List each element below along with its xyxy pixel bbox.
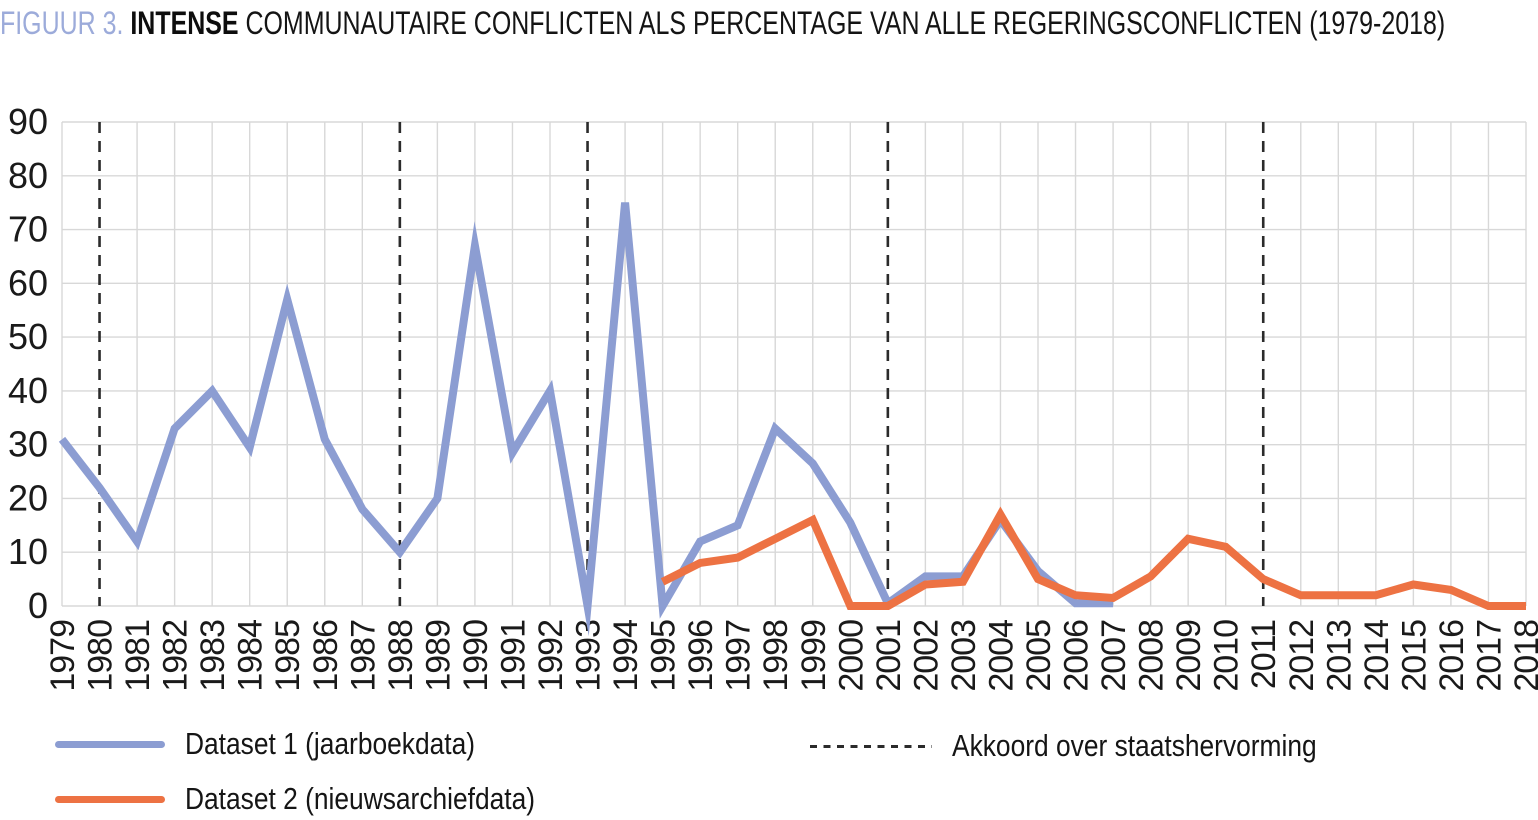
x-tick-label-2013: 2013 (1320, 620, 1358, 692)
x-tick-label-2007: 2007 (1095, 620, 1133, 692)
y-tick-label: 70 (8, 209, 48, 250)
x-tick-label-1996: 1996 (682, 620, 720, 692)
y-tick-label: 0 (28, 585, 48, 626)
y-tick-label: 90 (8, 101, 48, 142)
legend-label-dataset1: Dataset 1 (jaarboekdata) (185, 726, 476, 761)
x-tick-label-2009: 2009 (1170, 620, 1208, 692)
x-tick-label-2005: 2005 (1020, 620, 1058, 692)
x-tick-label-2018: 2018 (1508, 620, 1538, 692)
x-tick-label-2016: 2016 (1433, 620, 1471, 692)
x-tick-label-2014: 2014 (1358, 620, 1396, 692)
x-tick-label-2003: 2003 (945, 620, 983, 692)
x-tick-label-2000: 2000 (832, 620, 870, 692)
x-tick-label-1997: 1997 (720, 620, 758, 692)
title-rest: COMMUNAUTAIRE CONFLICTEN ALS PERCENTAGE … (238, 5, 1446, 41)
x-tick-label-2004: 2004 (982, 620, 1020, 692)
y-tick-label: 80 (8, 155, 48, 196)
x-tick-label-1999: 1999 (795, 620, 833, 692)
event-dashed-line-swatch (810, 744, 932, 748)
legend-label-event: Akkoord over staatshervorming (952, 728, 1317, 763)
figure-number: FIGUUR 3. (0, 5, 131, 41)
x-tick-label-1989: 1989 (419, 620, 457, 692)
x-tick-label-1991: 1991 (494, 620, 532, 692)
x-tick-label-1992: 1992 (532, 620, 570, 692)
x-tick-label-2008: 2008 (1133, 620, 1171, 692)
x-tick-label-2001: 2001 (870, 620, 908, 692)
y-tick-label: 20 (8, 477, 48, 518)
y-tick-label: 50 (8, 316, 48, 357)
x-tick-label-1988: 1988 (382, 620, 420, 692)
dataset2-line-swatch (55, 795, 165, 803)
y-tick-label: 10 (8, 531, 48, 572)
x-tick-label-1994: 1994 (607, 620, 645, 692)
legend-item-dataset1: Dataset 1 (jaarboekdata) (55, 726, 526, 762)
series-line-dataset1 (58, 202, 1114, 637)
dataset1-line-swatch (55, 740, 165, 748)
figure-title: FIGUUR 3. INTENSE COMMUNAUTAIRE CONFLICT… (0, 5, 1446, 41)
x-tick-label-1981: 1981 (119, 620, 157, 692)
y-tick-label: 60 (8, 262, 48, 303)
x-tick-label-1986: 1986 (307, 620, 345, 692)
x-tick-label-2006: 2006 (1058, 620, 1096, 692)
legend-item-dataset2: Dataset 2 (nieuwsarchiefdata) (55, 781, 597, 817)
x-tick-label-2012: 2012 (1283, 620, 1321, 692)
x-tick-label-1998: 1998 (757, 620, 795, 692)
x-tick-label-2017: 2017 (1470, 620, 1508, 692)
legend-label-dataset2: Dataset 2 (nieuwsarchiefdata) (185, 781, 536, 816)
legend-item-event: Akkoord over staatshervorming (810, 728, 1381, 764)
title-emphasis: INTENSE (130, 5, 239, 41)
y-tick-label: 40 (8, 370, 48, 411)
x-tick-label-1984: 1984 (232, 620, 270, 692)
series-line-dataset2 (660, 506, 1526, 610)
x-tick-label-1990: 1990 (457, 620, 495, 692)
x-tick-label-1980: 1980 (82, 620, 120, 692)
x-tick-label-1995: 1995 (645, 620, 683, 692)
x-tick-label-1982: 1982 (157, 620, 195, 692)
x-tick-label-1979: 1979 (44, 620, 82, 692)
x-tick-label-2015: 2015 (1395, 620, 1433, 692)
x-tick-label-1987: 1987 (344, 620, 382, 692)
y-tick-label: 30 (8, 424, 48, 465)
x-tick-label-1985: 1985 (269, 620, 307, 692)
x-tick-label-2010: 2010 (1208, 620, 1246, 692)
x-tick-label-2011: 2011 (1245, 620, 1283, 689)
x-tick-label-1983: 1983 (194, 620, 232, 692)
x-tick-label-2002: 2002 (907, 620, 945, 692)
